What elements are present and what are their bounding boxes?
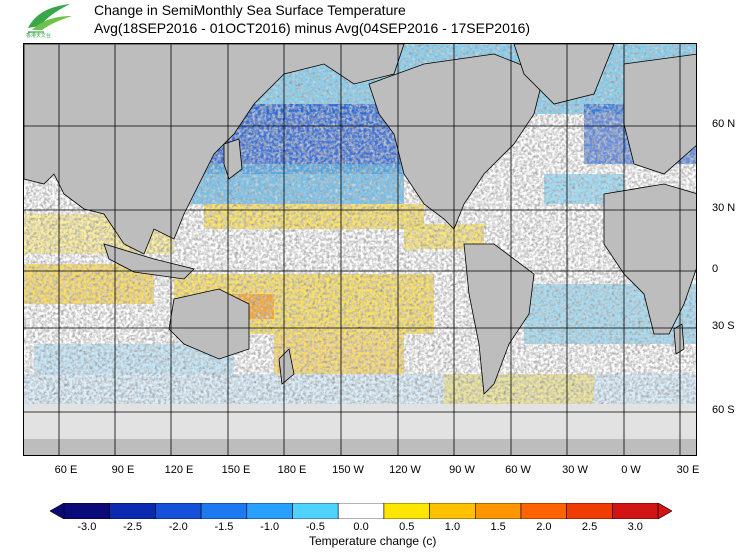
lon-label-60e: 60 E bbox=[54, 464, 78, 476]
colorbar-tick-label: -3.0 bbox=[77, 521, 97, 533]
colorbar-segment bbox=[246, 503, 293, 519]
colorbar-segment bbox=[429, 503, 476, 519]
lat-label-60s: 60 S bbox=[712, 404, 735, 416]
lat-label-0: 0 bbox=[712, 263, 719, 275]
lon-label-150w: 150 W bbox=[332, 464, 364, 476]
eurasia bbox=[24, 44, 405, 255]
greenland bbox=[513, 44, 615, 105]
colorbar bbox=[50, 503, 672, 519]
colorbar-tick-label: -0.5 bbox=[305, 521, 325, 533]
sst-change-map bbox=[23, 43, 697, 456]
japan bbox=[223, 138, 243, 180]
australia bbox=[168, 288, 250, 360]
colorbar-segment bbox=[200, 503, 248, 519]
colorbar-tick-label: 1.0 bbox=[444, 521, 461, 533]
colorbar-tick-label: 2.5 bbox=[581, 521, 598, 533]
hko-leaf-logo-icon: 香港天文台 bbox=[26, 4, 72, 38]
lat-label-60n: 60 N bbox=[712, 118, 736, 130]
lon-label-30e: 30 E bbox=[676, 464, 700, 476]
madagascar bbox=[673, 323, 685, 355]
new-zealand bbox=[278, 348, 295, 385]
lon-label-90e: 90 E bbox=[111, 464, 135, 476]
colorbar-tick-label: 0.5 bbox=[399, 521, 415, 533]
colorbar-segment bbox=[337, 503, 385, 519]
lat-label-30n: 30 N bbox=[712, 202, 736, 214]
colorbar-tick-label: 2.0 bbox=[536, 521, 552, 533]
colorbar-tick-label: 3.0 bbox=[627, 521, 643, 533]
colorbar-segment bbox=[63, 503, 111, 519]
colorbar-segment bbox=[155, 503, 202, 519]
lon-label-120w: 120 W bbox=[389, 464, 421, 476]
svg-text:香港天文台: 香港天文台 bbox=[26, 32, 51, 38]
graticule bbox=[24, 44, 696, 455]
colorbar-segment bbox=[109, 503, 156, 519]
colorbar-tick-label: -2.5 bbox=[123, 521, 143, 533]
colorbar-segment bbox=[520, 503, 568, 519]
land-masses bbox=[24, 44, 696, 395]
colorbar-tick-label: -2.0 bbox=[168, 521, 188, 533]
lon-label-150e: 150 E bbox=[221, 464, 251, 476]
lon-label-30w: 30 W bbox=[562, 464, 588, 476]
lon-label-60w: 60 W bbox=[505, 464, 531, 476]
map-canvas bbox=[24, 44, 696, 455]
colorbar-tick-label: -1.0 bbox=[260, 521, 280, 533]
chart-title-line2: Avg(18SEP2016 - 01OCT2016) minus Avg(04S… bbox=[94, 20, 531, 36]
lon-label-120e: 120 E bbox=[164, 464, 194, 476]
colorbar-arrow-low bbox=[50, 503, 65, 519]
lat-label-30s: 30 S bbox=[712, 320, 735, 332]
colorbar-tick-label: -1.5 bbox=[214, 521, 234, 533]
lon-label-90w: 90 W bbox=[449, 464, 475, 476]
colorbar-segment bbox=[474, 503, 522, 519]
lon-label-180e: 180 E bbox=[277, 464, 307, 476]
south-america bbox=[463, 243, 535, 395]
antarctica bbox=[24, 439, 696, 455]
indonesia bbox=[103, 243, 195, 280]
africa bbox=[603, 183, 696, 335]
colorbar-tick-label: 0.0 bbox=[353, 521, 369, 533]
colorbar-segment bbox=[612, 503, 659, 519]
chart-title-line1: Change in SemiMonthly Sea Surface Temper… bbox=[94, 2, 406, 18]
colorbar-segment bbox=[566, 503, 613, 519]
colorbar-title: Temperature change (c) bbox=[309, 534, 437, 548]
colorbar-arrow-high bbox=[657, 503, 672, 519]
colorbar-segment bbox=[383, 503, 430, 519]
lon-label-0w: 0 W bbox=[621, 464, 641, 476]
colorbar-segment bbox=[292, 503, 339, 519]
colorbar-tick-label: 1.5 bbox=[490, 521, 506, 533]
